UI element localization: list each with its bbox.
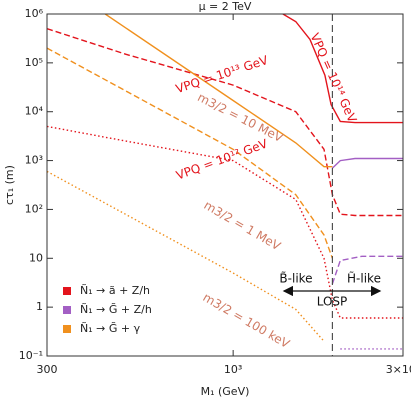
legend-swatch [63, 325, 71, 333]
legend-label: Ñ₁ → G̃ + Z/h [80, 303, 152, 316]
y-tick-label: 10⁵ [25, 56, 43, 69]
y-tick-label: 10² [25, 202, 43, 215]
curve [104, 14, 333, 168]
y-axis-label: cτ₁ (m) [3, 165, 16, 205]
legend-swatch [63, 306, 71, 314]
curve [331, 157, 403, 169]
curve [331, 255, 403, 285]
chart-title: μ = 2 TeV [199, 0, 252, 13]
x-tick-label: 3×10³ [386, 363, 411, 376]
legend-label: Ñ₁ → ã + Z/h [80, 284, 150, 297]
curve [47, 28, 403, 217]
y-tick-label: 10³ [25, 154, 43, 167]
x-tick-label: 10³ [224, 363, 242, 376]
annotation: B̃-like [279, 271, 312, 285]
y-tick-label: 10⁴ [25, 105, 44, 118]
y-tick-label: 1 [36, 300, 43, 313]
plot-frame [46, 13, 404, 357]
y-tick-label: 10 [29, 251, 43, 264]
x-axis-label: M₁ (GeV) [201, 385, 250, 398]
curve [47, 47, 334, 259]
curve [47, 125, 403, 319]
y-tick-label: 10⁻¹ [19, 349, 43, 362]
y-tick-label: 10⁶ [25, 7, 44, 20]
annotation: H̃-like [347, 271, 381, 285]
annotation: m3/2 = 1 MeV [201, 198, 283, 254]
curve [47, 170, 325, 342]
annotation: m3/2 = 10 MeV [195, 90, 286, 145]
annotation: LOSP [317, 295, 348, 309]
x-tick-label: 300 [37, 363, 58, 376]
annotation: VPQ = 10¹⁴ GeV [308, 31, 360, 125]
legend-swatch [63, 287, 71, 295]
curve [282, 14, 403, 124]
legend-label: Ñ₁ → G̃ + γ [80, 322, 141, 335]
annotation: VPQ = 10¹³ GeV [174, 53, 271, 96]
